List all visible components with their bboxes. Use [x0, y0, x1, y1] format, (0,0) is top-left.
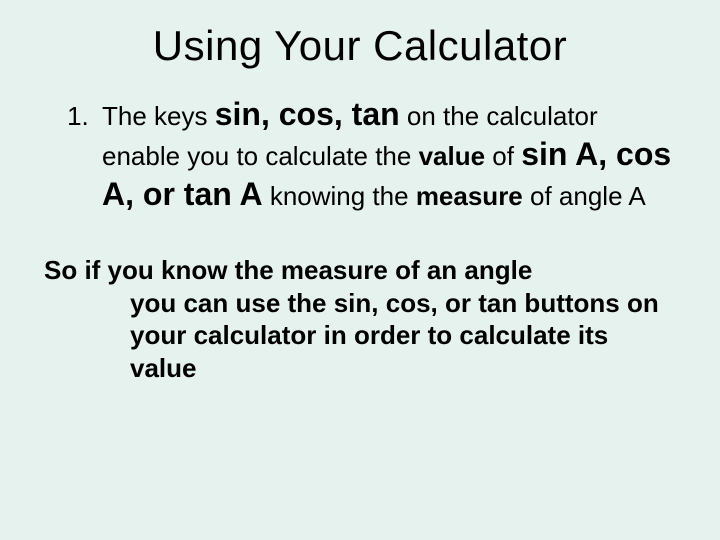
text-run-big: sin, cos, tan	[215, 96, 400, 132]
text-run: of	[485, 141, 521, 171]
text-run: knowing the	[263, 181, 416, 211]
summary-paragraph: So if you know the measure of an angle y…	[40, 254, 680, 384]
list-item-1: The keys sin, cos, tan on the calculator…	[96, 94, 680, 214]
text-run: The keys	[102, 101, 215, 131]
slide: Using Your Calculator The keys sin, cos,…	[0, 0, 720, 540]
summary-line-2: you can use the sin, cos, or tan buttons…	[44, 287, 668, 385]
numbered-list: The keys sin, cos, tan on the calculator…	[40, 94, 680, 214]
slide-title: Using Your Calculator	[40, 22, 680, 70]
text-run-bold: value	[419, 141, 486, 171]
summary-line-1: So if you know the measure of an angle	[44, 255, 532, 285]
text-run: of angle A	[523, 181, 646, 211]
text-run-bold: measure	[416, 181, 523, 211]
